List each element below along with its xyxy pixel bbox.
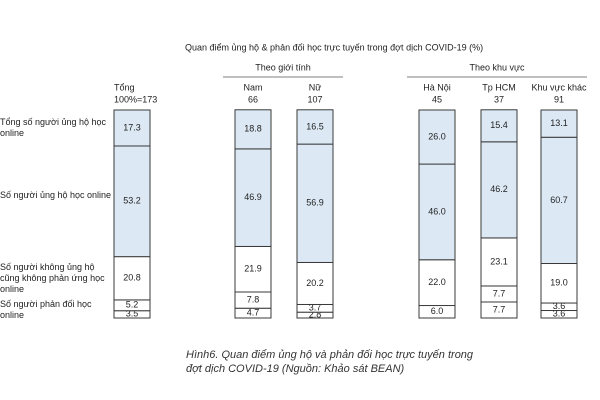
bar-segment xyxy=(113,109,151,147)
value-label: 7.7 xyxy=(493,304,506,314)
value-label: 3.7 xyxy=(309,303,322,313)
bar-segment xyxy=(234,148,272,247)
value-label: 22.0 xyxy=(428,277,446,287)
value-label: 18.8 xyxy=(244,124,262,134)
value-label: 3.6 xyxy=(553,301,566,311)
row-label-box: Số người ủng hộ học online xyxy=(0,190,112,201)
value-label: 26.0 xyxy=(428,131,446,141)
row-label: Số người không ủng hộ cũng không phản ứn… xyxy=(0,261,105,294)
bar-segment xyxy=(480,109,518,143)
sample-size: 66 xyxy=(248,94,258,104)
value-label: 21.9 xyxy=(244,264,262,274)
value-label: 16.5 xyxy=(306,121,324,131)
bar-segment xyxy=(296,261,334,305)
sample-size: 37 xyxy=(494,94,504,104)
value-label: 7.7 xyxy=(493,288,506,298)
row-label-box: Tổng số người ủng hộ học online xyxy=(0,116,106,138)
value-label: 23.1 xyxy=(490,256,508,266)
value-label: 4.7 xyxy=(247,307,260,317)
value-label: 20.8 xyxy=(123,273,141,283)
value-label: 6.0 xyxy=(431,306,444,316)
bar-segment xyxy=(296,109,334,145)
value-label: 20.2 xyxy=(306,278,324,288)
caption-box: Hình6. Quan điểm ủng hộ và phản đối học … xyxy=(186,349,474,375)
bar-segment xyxy=(418,163,456,261)
sample-size: 45 xyxy=(432,94,442,104)
caption: Hình6. Quan điểm ủng hộ và phản đối học … xyxy=(186,349,474,375)
value-label: 19.0 xyxy=(550,278,568,288)
value-label: 15.4 xyxy=(490,120,508,130)
bar-segment xyxy=(296,143,334,263)
sample-size: 100%=173 xyxy=(114,94,157,104)
category-label: Tổng xyxy=(114,82,135,92)
category-label: Tp HCM xyxy=(482,82,516,92)
row-label: Tổng số người ủng hộ học online xyxy=(0,116,106,138)
group-label: Theo khu vực xyxy=(469,62,525,72)
bar-segment xyxy=(540,109,578,138)
category-label: Khu vực khác xyxy=(531,82,587,92)
value-label: 60.7 xyxy=(550,195,568,205)
value-label: 17.3 xyxy=(123,122,141,132)
row-label: Số người ủng hộ học online xyxy=(0,190,112,201)
value-label: 46.9 xyxy=(244,192,262,202)
value-label: 46.0 xyxy=(428,206,446,216)
value-label: 7.8 xyxy=(247,294,260,304)
value-label: 2.8 xyxy=(309,309,322,319)
value-label: 13.1 xyxy=(550,118,568,128)
bar-segment xyxy=(234,245,272,293)
value-label: 3.5 xyxy=(126,309,139,319)
value-label: 46.2 xyxy=(490,184,508,194)
value-label: 53.2 xyxy=(123,196,141,206)
category-label: Nữ xyxy=(309,82,322,92)
row-label-box: Số người không ủng hộ cũng không phản ứn… xyxy=(0,261,105,294)
value-label: 56.9 xyxy=(306,198,324,208)
category-label: Nam xyxy=(243,82,262,92)
group-label: Theo giới tính xyxy=(255,62,310,72)
value-label: 3.6 xyxy=(553,309,566,319)
bar-segment xyxy=(418,109,456,165)
bar-segment xyxy=(234,109,272,150)
sample-size: 107 xyxy=(307,94,322,104)
row-label-box: Số người phản đối học online xyxy=(0,298,92,320)
category-label: Hà Nội xyxy=(423,82,451,92)
row-label: Số người phản đối học online xyxy=(0,298,92,320)
chart-title: Quan điểm ủng hộ & phản đối học trực tuy… xyxy=(185,42,483,52)
value-label: 5.2 xyxy=(126,300,139,310)
sample-size: 91 xyxy=(554,94,564,104)
bar-segment xyxy=(113,256,151,301)
